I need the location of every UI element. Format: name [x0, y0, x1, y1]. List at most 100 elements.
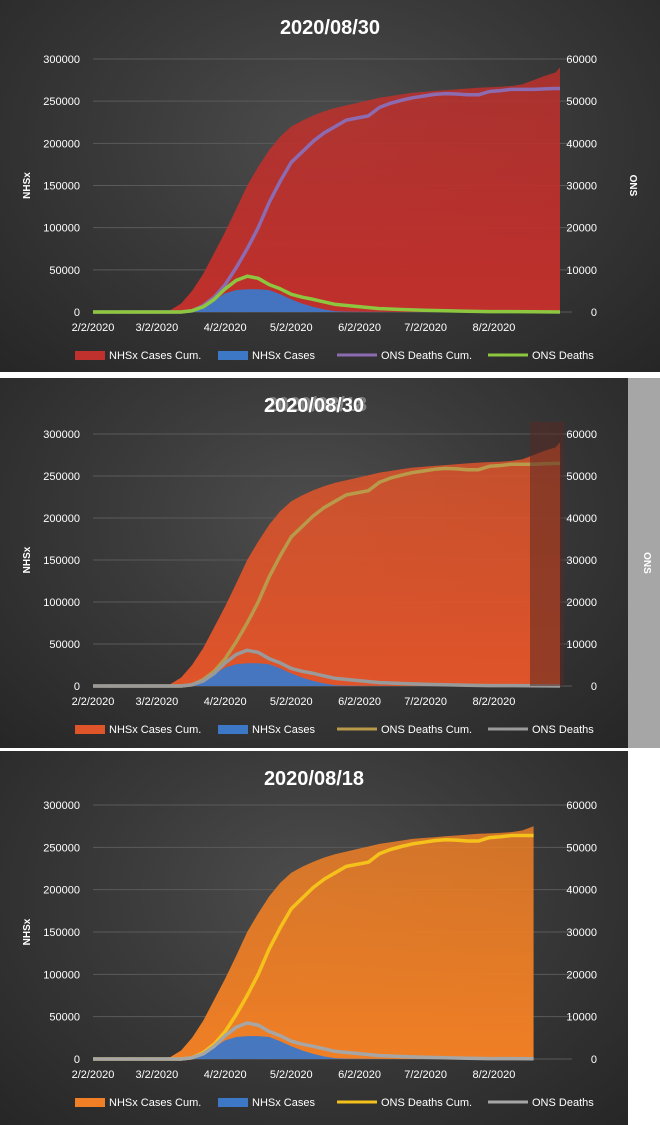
- chart-panel-bottom: 2020/08/18 0 50000 100000 150000 200000 250000…: [0, 751, 628, 1125]
- x-tick-label: 8/2/2020: [473, 1069, 516, 1081]
- y2-tick-label: 30000: [566, 927, 597, 939]
- y-axis-title: NHSx: [22, 918, 33, 945]
- y-axis-title: NHSx: [22, 172, 33, 199]
- x-tick-label: 4/2/2020: [204, 696, 247, 708]
- chart-panel-middle: 2020/08/18 2020/08/30 0 50000 100000 150000 20…: [0, 378, 628, 748]
- y-tick-label: 50000: [49, 639, 80, 651]
- y-tick-label: 50000: [49, 265, 80, 277]
- overlay-band: [530, 422, 564, 686]
- chart-title: 2020/08/18: [264, 768, 364, 790]
- y-tick-label: 250000: [43, 842, 80, 854]
- chart-panel-top: 2020/08/30 0 50000 100000 150000 200000 250000…: [0, 0, 660, 372]
- legend-label: NHSx Cases: [252, 724, 315, 736]
- y-tick-label: 150000: [43, 181, 80, 193]
- x-tick-label: 7/2/2020: [404, 1069, 447, 1081]
- x-tick-label: 6/2/2020: [338, 696, 381, 708]
- deaths-line: [93, 648, 561, 688]
- legend-swatch: [75, 1098, 105, 1107]
- chart-title-ghost: 2020/08/18: [267, 394, 367, 416]
- x-tick-label: 5/2/2020: [270, 322, 313, 334]
- y-tick-label: 250000: [43, 96, 80, 108]
- y2-axis-title: ONS: [627, 549, 628, 571]
- y2-tick-label: 20000: [566, 223, 597, 235]
- legend-swatch: [218, 725, 248, 734]
- y2-tick-label: 30000: [566, 181, 597, 193]
- y-axis-title: NHSx: [22, 546, 33, 573]
- y2-tick-label: 50000: [566, 96, 597, 108]
- side-strip-label: ONS: [641, 552, 652, 574]
- legend-swatch: [75, 351, 105, 360]
- legend-swatch: [75, 725, 105, 734]
- y2-tick-label: 40000: [566, 885, 597, 897]
- y2-tick-label: 40000: [566, 138, 597, 150]
- y-tick-label: 100000: [43, 969, 80, 981]
- y2-tick-label: 60000: [566, 800, 597, 812]
- y2-tick-label: 10000: [566, 639, 597, 651]
- y2-tick-label: 30000: [566, 555, 597, 567]
- y-tick-label: 0: [74, 681, 80, 693]
- side-ons-label: ONS: [641, 552, 652, 574]
- y-tick-label: 0: [74, 307, 80, 319]
- x-tick-label: 3/2/2020: [135, 1069, 178, 1081]
- legend-label: ONS Deaths: [532, 350, 594, 362]
- x-tick-label: 7/2/2020: [404, 322, 447, 334]
- area-chart-top: 2020/08/30050000100000150000200000250000…: [22, 17, 638, 362]
- deaths-cum-line: [93, 833, 534, 1061]
- legend-label: NHSx Cases: [252, 1097, 315, 1109]
- y2-tick-label: 50000: [566, 842, 597, 854]
- area-chart-bottom: 2020/08/18050000100000150000200000250000…: [22, 768, 628, 1109]
- x-tick-label: 8/2/2020: [473, 696, 516, 708]
- deaths-line: [93, 1021, 534, 1061]
- x-tick-label: 6/2/2020: [338, 1069, 381, 1081]
- y-tick-label: 50000: [49, 1012, 80, 1024]
- x-tick-label: 3/2/2020: [135, 696, 178, 708]
- y-tick-label: 300000: [43, 429, 80, 441]
- y2-axis-title: ONS: [627, 921, 628, 943]
- y2-axis-title: ONS: [627, 175, 638, 197]
- y-tick-label: 250000: [43, 471, 80, 483]
- cases-cum-area: [93, 67, 560, 313]
- right-side-strip: ONS: [628, 378, 660, 748]
- y-tick-label: 300000: [43, 800, 80, 812]
- x-tick-label: 4/2/2020: [204, 1069, 247, 1081]
- deaths-cum-line: [93, 461, 560, 688]
- y-tick-label: 200000: [43, 885, 80, 897]
- chart-title: 2020/08/30: [280, 17, 380, 39]
- y2-tick-label: 60000: [566, 429, 597, 441]
- legend-label: NHSx Cases: [252, 350, 315, 362]
- x-tick-label: 8/2/2020: [473, 322, 516, 334]
- y-tick-label: 200000: [43, 138, 80, 150]
- deaths-line: [93, 274, 561, 314]
- y2-tick-label: 0: [591, 1054, 597, 1066]
- y2-tick-label: 40000: [566, 513, 597, 525]
- y2-tick-label: 20000: [566, 597, 597, 609]
- y2-tick-label: 60000: [566, 54, 597, 66]
- y-tick-label: 100000: [43, 223, 80, 235]
- cases-area: [93, 663, 560, 686]
- legend-label: ONS Deaths: [532, 1097, 594, 1109]
- y2-tick-label: 0: [591, 307, 597, 319]
- y-tick-label: 150000: [43, 555, 80, 567]
- chart-title: 2020/08/30: [264, 395, 364, 417]
- legend-label: ONS Deaths Cum.: [381, 1097, 472, 1109]
- y2-tick-label: 50000: [566, 471, 597, 483]
- legend-label: NHSx Cases Cum.: [109, 350, 201, 362]
- cases-area: [93, 1036, 534, 1059]
- y2-tick-label: 10000: [566, 265, 597, 277]
- y2-tick-label: 10000: [566, 1012, 597, 1024]
- legend-label: NHSx Cases Cum.: [109, 724, 201, 736]
- legend-label: NHSx Cases Cum.: [109, 1097, 201, 1109]
- x-tick-label: 5/2/2020: [270, 1069, 313, 1081]
- x-tick-label: 7/2/2020: [404, 696, 447, 708]
- x-tick-label: 2/2/2020: [72, 322, 115, 334]
- y-tick-label: 150000: [43, 927, 80, 939]
- x-tick-label: 2/2/2020: [72, 1069, 115, 1081]
- x-tick-label: 4/2/2020: [204, 322, 247, 334]
- x-tick-label: 3/2/2020: [135, 322, 178, 334]
- x-tick-label: 5/2/2020: [270, 696, 313, 708]
- cases-cum-area: [93, 442, 560, 686]
- x-tick-label: 2/2/2020: [72, 696, 115, 708]
- y-tick-label: 100000: [43, 597, 80, 609]
- legend-label: ONS Deaths: [532, 724, 594, 736]
- y-tick-label: 0: [74, 1054, 80, 1066]
